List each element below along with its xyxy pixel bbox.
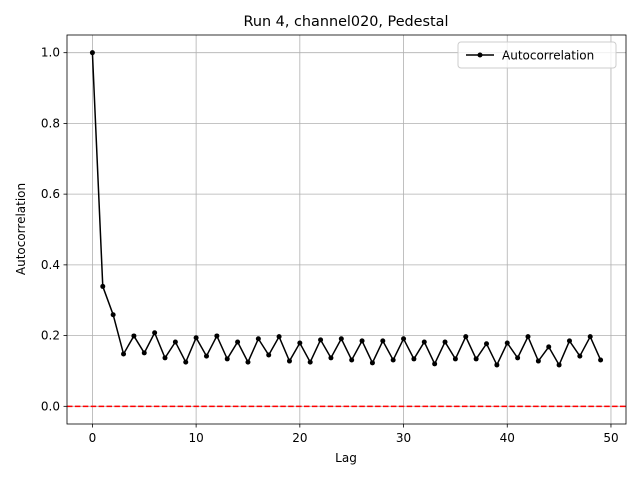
data-point: [411, 356, 417, 362]
data-point: [484, 341, 490, 347]
data-point: [421, 339, 427, 345]
data-point: [359, 338, 365, 344]
data-point: [452, 356, 458, 362]
data-point: [349, 357, 355, 363]
data-point: [193, 335, 199, 341]
data-point: [504, 340, 510, 346]
x-tick-label: 0: [89, 431, 97, 445]
y-tick-label: 0.0: [41, 399, 60, 413]
data-point: [162, 355, 168, 361]
x-tick-label: 20: [292, 431, 307, 445]
data-point: [297, 340, 303, 346]
y-tick-label: 0.8: [41, 116, 60, 130]
data-point: [110, 312, 116, 318]
data-point: [266, 352, 272, 358]
data-point: [255, 336, 261, 342]
data-point: [525, 334, 531, 340]
data-point: [318, 337, 324, 343]
data-point: [203, 353, 209, 359]
data-point: [494, 362, 500, 368]
y-tick-label: 0.6: [41, 187, 60, 201]
x-tick-label: 30: [396, 431, 411, 445]
chart-title: Run 4, channel020, Pedestal: [244, 14, 449, 30]
data-point: [515, 355, 521, 361]
x-tick-label: 10: [188, 431, 203, 445]
data-point: [380, 338, 386, 344]
y-tick-label: 0.2: [41, 329, 60, 343]
data-point: [183, 359, 189, 365]
data-point: [214, 333, 220, 339]
data-point: [369, 360, 375, 366]
data-point: [235, 339, 241, 345]
data-point: [121, 351, 127, 357]
data-point: [245, 359, 251, 365]
data-point: [473, 356, 479, 362]
data-point: [546, 344, 552, 350]
data-point: [577, 353, 583, 359]
data-point: [338, 336, 344, 342]
x-tick-label: 40: [500, 431, 515, 445]
data-point: [556, 362, 562, 368]
data-point: [328, 355, 334, 361]
y-tick-label: 1.0: [41, 46, 60, 60]
data-point: [401, 336, 407, 342]
data-point: [535, 358, 541, 364]
data-point: [463, 334, 469, 340]
data-point: [432, 361, 438, 367]
data-point: [224, 356, 230, 362]
data-point: [566, 338, 572, 344]
data-point: [587, 334, 593, 340]
y-tick-label: 0.4: [41, 258, 60, 272]
data-point: [100, 283, 106, 289]
series-line: [91, 52, 602, 367]
data-point: [276, 334, 282, 340]
plot-frame: [66, 34, 627, 425]
data-point: [141, 350, 147, 356]
legend-box: [457, 41, 617, 69]
data-point: [131, 333, 137, 339]
legend: Autocorrelation: [457, 41, 617, 69]
data-point: [442, 339, 448, 345]
data-point: [152, 330, 158, 336]
legend-label: Autocorrelation: [502, 49, 594, 63]
data-point: [172, 339, 178, 345]
y-axis-label: Autocorrelation: [14, 183, 28, 275]
data-point: [598, 357, 604, 363]
data-point: [307, 359, 313, 365]
data-point: [286, 358, 292, 364]
x-tick-label: 50: [603, 431, 618, 445]
legend-marker: [477, 52, 483, 58]
data-point: [390, 357, 396, 363]
x-axis-label: Lag: [335, 451, 357, 465]
data-point: [89, 50, 95, 56]
